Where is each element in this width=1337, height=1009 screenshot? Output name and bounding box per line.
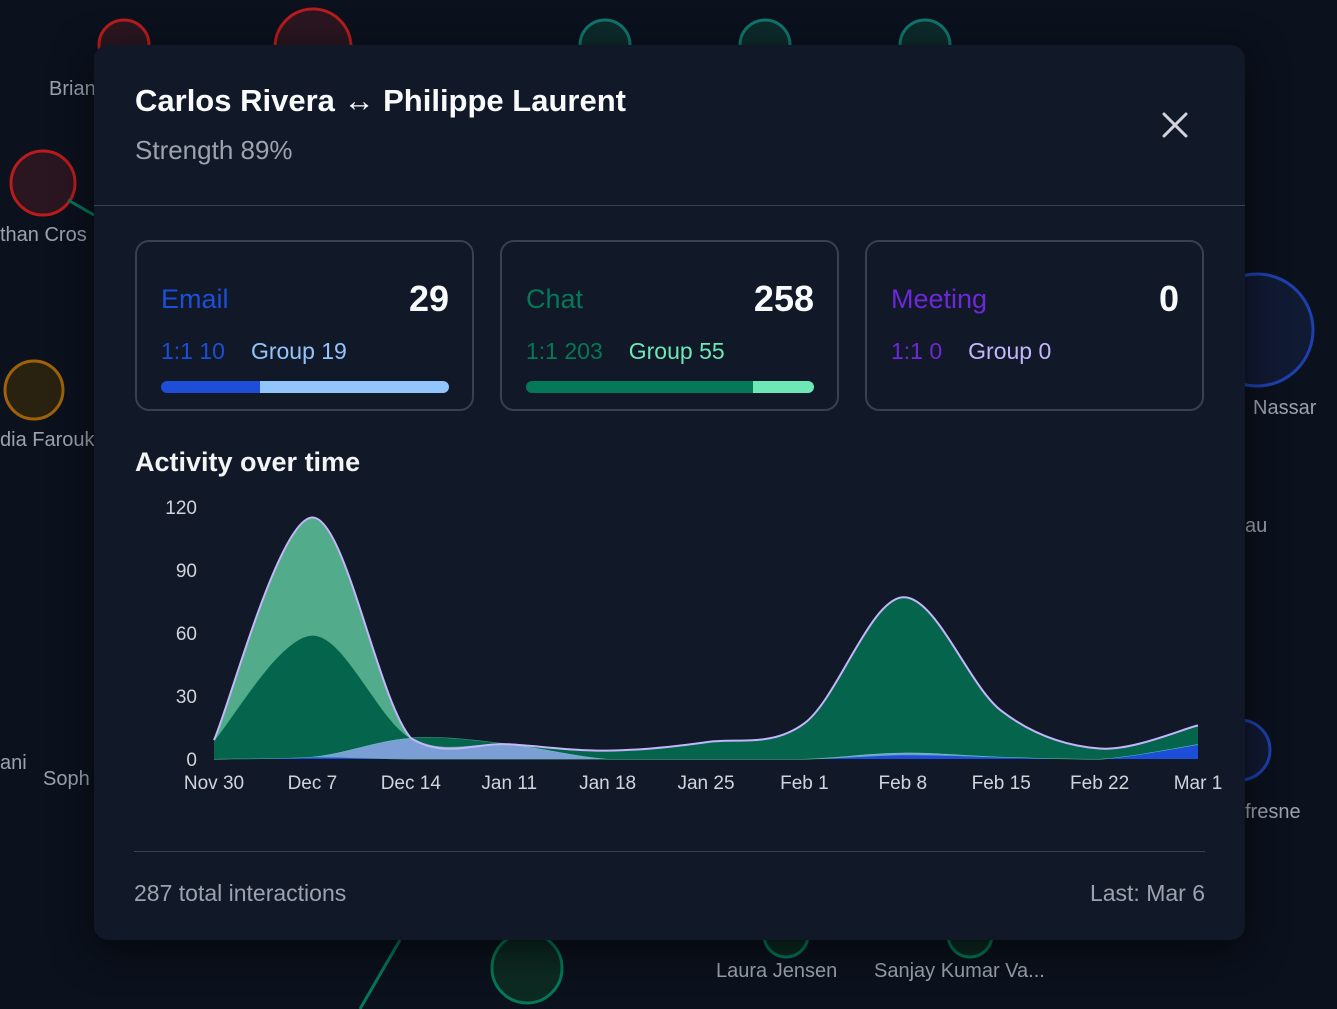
meeting-card: Meeting 0 1:1 0 Group 0 (865, 240, 1204, 411)
x-tick-label: Feb 22 (1070, 773, 1129, 794)
node-label: fresne (1245, 801, 1301, 823)
section-title: Activity over time (135, 447, 361, 477)
node-label: dia Farouk (0, 429, 95, 451)
group-count: Group 55 (628, 338, 725, 364)
card-count: 0 (1158, 278, 1179, 319)
last-interaction: Last: Mar 6 (1089, 880, 1205, 906)
graph-node[interactable] (9, 149, 77, 217)
split-bar (526, 381, 814, 393)
strength-label: Strength 89% (135, 135, 293, 165)
x-tick-label: Jan 11 (481, 773, 537, 794)
one-to-one-fill (161, 381, 261, 393)
graph-node[interactable] (3, 359, 65, 421)
modal-title: Carlos Rivera ↔ Philippe Laurent (135, 83, 626, 118)
x-tick-label: Jan 25 (677, 773, 734, 794)
area-chat-group (214, 517, 1198, 751)
graph-edge (67, 198, 95, 217)
node-label: Laura Jensen (716, 960, 838, 982)
x-tick-label: Jan 18 (579, 773, 636, 794)
node-label: ani (0, 752, 27, 774)
area-chat-1-1 (214, 597, 1198, 759)
node-label: au (1245, 515, 1268, 537)
node-label: Nassar (1253, 397, 1317, 419)
close-icon[interactable] (1157, 107, 1193, 143)
group-fill (752, 381, 814, 393)
one-to-one-fill (526, 381, 753, 393)
node-label: Brian (49, 78, 96, 100)
group-count: Group 19 (250, 338, 347, 364)
one-to-one-count: 1:1 203 (526, 338, 603, 364)
x-tick-label: Feb 15 (972, 773, 1031, 794)
modal-footer: 287 total interactions Last: Mar 6 (134, 851, 1205, 907)
y-tick-label: 30 (176, 687, 197, 708)
card-type: Chat (526, 283, 584, 314)
node-label: Sanjay Kumar Va... (874, 960, 1045, 982)
split-bar (161, 381, 449, 393)
group-count: Group 0 (968, 338, 1052, 364)
modal-header: Carlos Rivera ↔ Philippe Laurent Strengt… (94, 45, 1245, 206)
card-count: 29 (408, 278, 449, 319)
x-tick-label: Nov 30 (184, 773, 244, 794)
relationship-modal: Carlos Rivera ↔ Philippe Laurent Strengt… (94, 45, 1245, 940)
activity-chart: 0 30 60 90 120 Nov 30 Dec 7 Dec 14 Jan 11 Jan 18 J… (165, 498, 1223, 794)
card-type: Email (161, 283, 229, 314)
one-to-one-count: 1:1 0 (891, 338, 943, 364)
card-count: 258 (753, 278, 814, 319)
x-tick-label: Feb 8 (879, 773, 928, 794)
y-tick-label: 60 (176, 624, 197, 645)
y-tick-label: 120 (165, 498, 197, 519)
node-label: than Cros (0, 224, 87, 246)
x-tick-label: Dec 7 (288, 773, 338, 794)
area-email-1-1 (214, 744, 1198, 759)
total-interactions: 287 total interactions (134, 880, 347, 906)
graph-node[interactable] (490, 931, 564, 1005)
group-fill (260, 381, 449, 393)
y-tick-label: 90 (176, 561, 197, 582)
x-tick-label: Feb 1 (780, 773, 829, 794)
x-tick-label: Mar 1 (1174, 773, 1223, 794)
y-tick-label: 0 (186, 750, 197, 771)
one-to-one-count: 1:1 10 (161, 338, 225, 364)
x-tick-label: Dec 14 (381, 773, 442, 794)
email-card: Email 29 1:1 10 Group 19 (135, 240, 474, 411)
card-type: Meeting (891, 283, 988, 314)
series-line (213, 516, 1199, 752)
chat-card: Chat 258 1:1 203 Group 55 (500, 240, 839, 411)
node-label: Soph (43, 768, 90, 790)
graph-edge (358, 939, 402, 1009)
